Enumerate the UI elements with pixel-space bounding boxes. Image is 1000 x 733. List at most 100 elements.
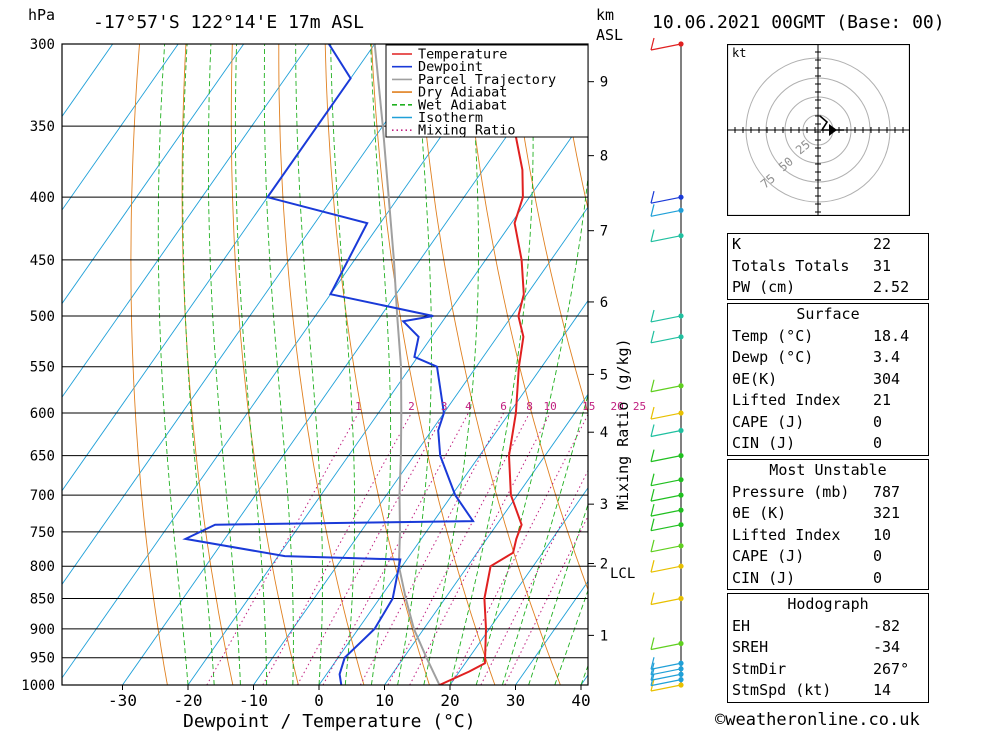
mixing-ratio-label: 6 [500,400,507,413]
surface-row: Lifted Index 21 [732,391,892,409]
wind-barb-flag [650,560,655,573]
mixing-ratio-line [262,412,412,685]
wet-adiabat-line [263,44,294,685]
wet-adiabat-line [501,393,588,685]
wind-barb [650,479,682,487]
profiles [182,44,525,685]
wind-dot [678,233,684,239]
x-tick-label: 40 [571,691,590,710]
pressure-tick-label: 800 [30,559,55,575]
wind-barb [650,412,682,420]
mixing-ratio-line [409,412,551,685]
mixing-ratio-label: 1 [355,400,362,413]
x-axis-label: Dewpoint / Temperature (°C) [183,711,476,732]
hodo-row: SREH -34 [732,638,901,656]
x-tick-label: -10 [239,691,268,710]
pressure-tick-label: 300 [30,37,55,53]
index-row-pw: PW (cm) 2.52 [732,278,910,296]
wet-adiabat-line [182,44,215,685]
pressure-tick-label: 850 [30,591,55,607]
wet-adiabat-line [397,44,432,685]
datetime-title: 10.06.2021 00GMT (Base: 00) [652,12,945,33]
wind-barb-flag [650,229,655,242]
wind-barb-flag [650,503,655,517]
wind-barb [650,196,682,204]
storm-motion-marker [829,124,837,136]
wind-barb-flag [650,473,655,486]
x-tick-label: -20 [174,691,203,710]
height-unit-top: km [596,6,614,24]
isotherm-line [122,44,572,685]
lcl-label: LCL [610,566,635,582]
km-tick-label: 5 [600,367,608,383]
mu-row: Pressure (mb) 787 [732,482,901,501]
wind-barb [650,494,682,502]
mixing-ratio-line [387,412,530,685]
pressure-tick-label: 950 [30,651,55,667]
parcel-trajectory-line [373,44,441,685]
surface-row: CAPE (J) 0 [732,412,883,431]
wet-adiabat-line [207,44,241,685]
x-tick-label: 30 [506,691,525,710]
wind-barb [650,662,682,670]
wind-barb [650,679,682,687]
pressure-tick-label: 450 [30,253,55,269]
credit-link[interactable]: ©weatheronline.co.uk [715,710,920,730]
km-tick-label: 8 [600,149,608,165]
isotherm-line [62,44,114,118]
wet-adiabat-line [234,44,268,685]
mixing-ratio-line [450,413,588,685]
mu-row: CAPE (J) 0 [732,547,883,565]
wind-barb-flag [650,657,655,670]
wind-profile [650,37,684,692]
wind-barb [650,565,682,573]
isotherm-line [62,44,507,679]
pressure-tick-label: 1000 [21,678,55,694]
legend-label: Temperature [418,47,507,63]
hodo-row: StmDir 267° [732,659,910,678]
mixing-ratio-line [322,412,469,685]
wind-barb-flag [650,309,655,323]
wind-barb [650,235,682,243]
mixing-ratio-label: 20 [610,400,623,413]
mixing-ratio-label: 4 [465,400,472,413]
index-row-totals: Totals Totals 31 [732,256,892,275]
wind-barb-flag [650,330,655,343]
mu-row: Lifted Index 10 [732,525,892,544]
wind-barb [650,509,682,517]
most-unstable-title: Most Unstable [769,461,887,479]
surface-row: CIN (J) 0 [732,434,883,452]
wind-barb [650,455,682,463]
wind-barb [650,336,682,344]
wind-barb [650,429,682,438]
isotherm-line [253,206,588,685]
surface-row: Dewp (°C) 3.4 [732,348,901,366]
wind-barb [650,315,682,323]
isotherm-line [62,44,179,211]
mixing-ratio-label: 10 [543,400,556,413]
isotherm-line [384,393,588,685]
pressure-tick-label: 700 [30,488,55,504]
wind-barb [650,642,682,651]
wind-barb [650,673,682,681]
wind-barb-flag [650,592,655,605]
mixing-ratio-line [480,469,588,685]
wind-barb [650,597,682,606]
pressure-unit: hPa [28,6,55,24]
wind-barb-flag [650,406,655,420]
km-tick-label: 4 [600,425,608,441]
height-unit-bottom: ASL [596,26,623,44]
isotherm-line [318,299,588,685]
dry-adiabat-line [510,44,588,414]
wind-barb [650,385,682,393]
wet-adiabat-line [295,44,323,685]
km-tick-label: 6 [600,295,608,311]
wind-barb-flag [650,379,655,392]
x-tick-label: 10 [375,691,394,710]
pressure-tick-label: 900 [30,622,55,638]
wind-barb-flag [650,539,655,552]
legend-label: Isotherm [418,110,483,126]
